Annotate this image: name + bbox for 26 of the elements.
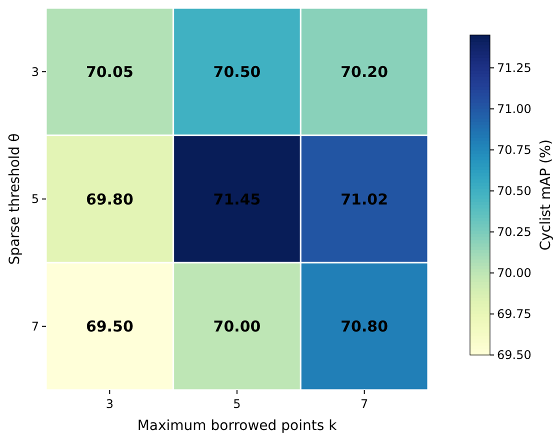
color-bar-title: Cyclist mAP (%): [538, 139, 554, 251]
x-tick-label: 3: [106, 397, 114, 411]
color-bar-label: 69.75: [497, 307, 532, 322]
x-tick-label: 7: [360, 397, 368, 411]
data-label: 70.20: [340, 62, 388, 81]
data-label: 71.02: [340, 190, 388, 208]
x-axis-title: Maximum borrowed points k: [137, 418, 338, 434]
data-label: 71.45: [213, 190, 261, 208]
data-label: 70.00: [213, 318, 261, 336]
color-bar-label: 70.75: [497, 143, 532, 158]
data-label: 70.80: [340, 318, 388, 336]
color-bar-label: 70.00: [497, 266, 532, 280]
color-bar-label: 71.00: [497, 102, 532, 116]
color-bar-label: 70.50: [497, 184, 532, 198]
color-bar-label: 70.25: [497, 225, 532, 240]
color-bar-label: 71.25: [497, 61, 532, 76]
y-tick-label: 3: [31, 64, 39, 79]
data-label: 69.50: [86, 318, 134, 336]
y-tick-label: 5: [31, 192, 39, 206]
data-label: 69.80: [86, 190, 134, 208]
y-tick-label: 7: [31, 320, 39, 334]
data-label: 70.05: [86, 62, 134, 81]
data-label: 70.50: [213, 62, 261, 81]
y-axis-title: Sparse threshold θ: [6, 133, 23, 265]
x-tick-label: 5: [233, 397, 241, 411]
color-bar-label: 69.50: [497, 348, 532, 362]
